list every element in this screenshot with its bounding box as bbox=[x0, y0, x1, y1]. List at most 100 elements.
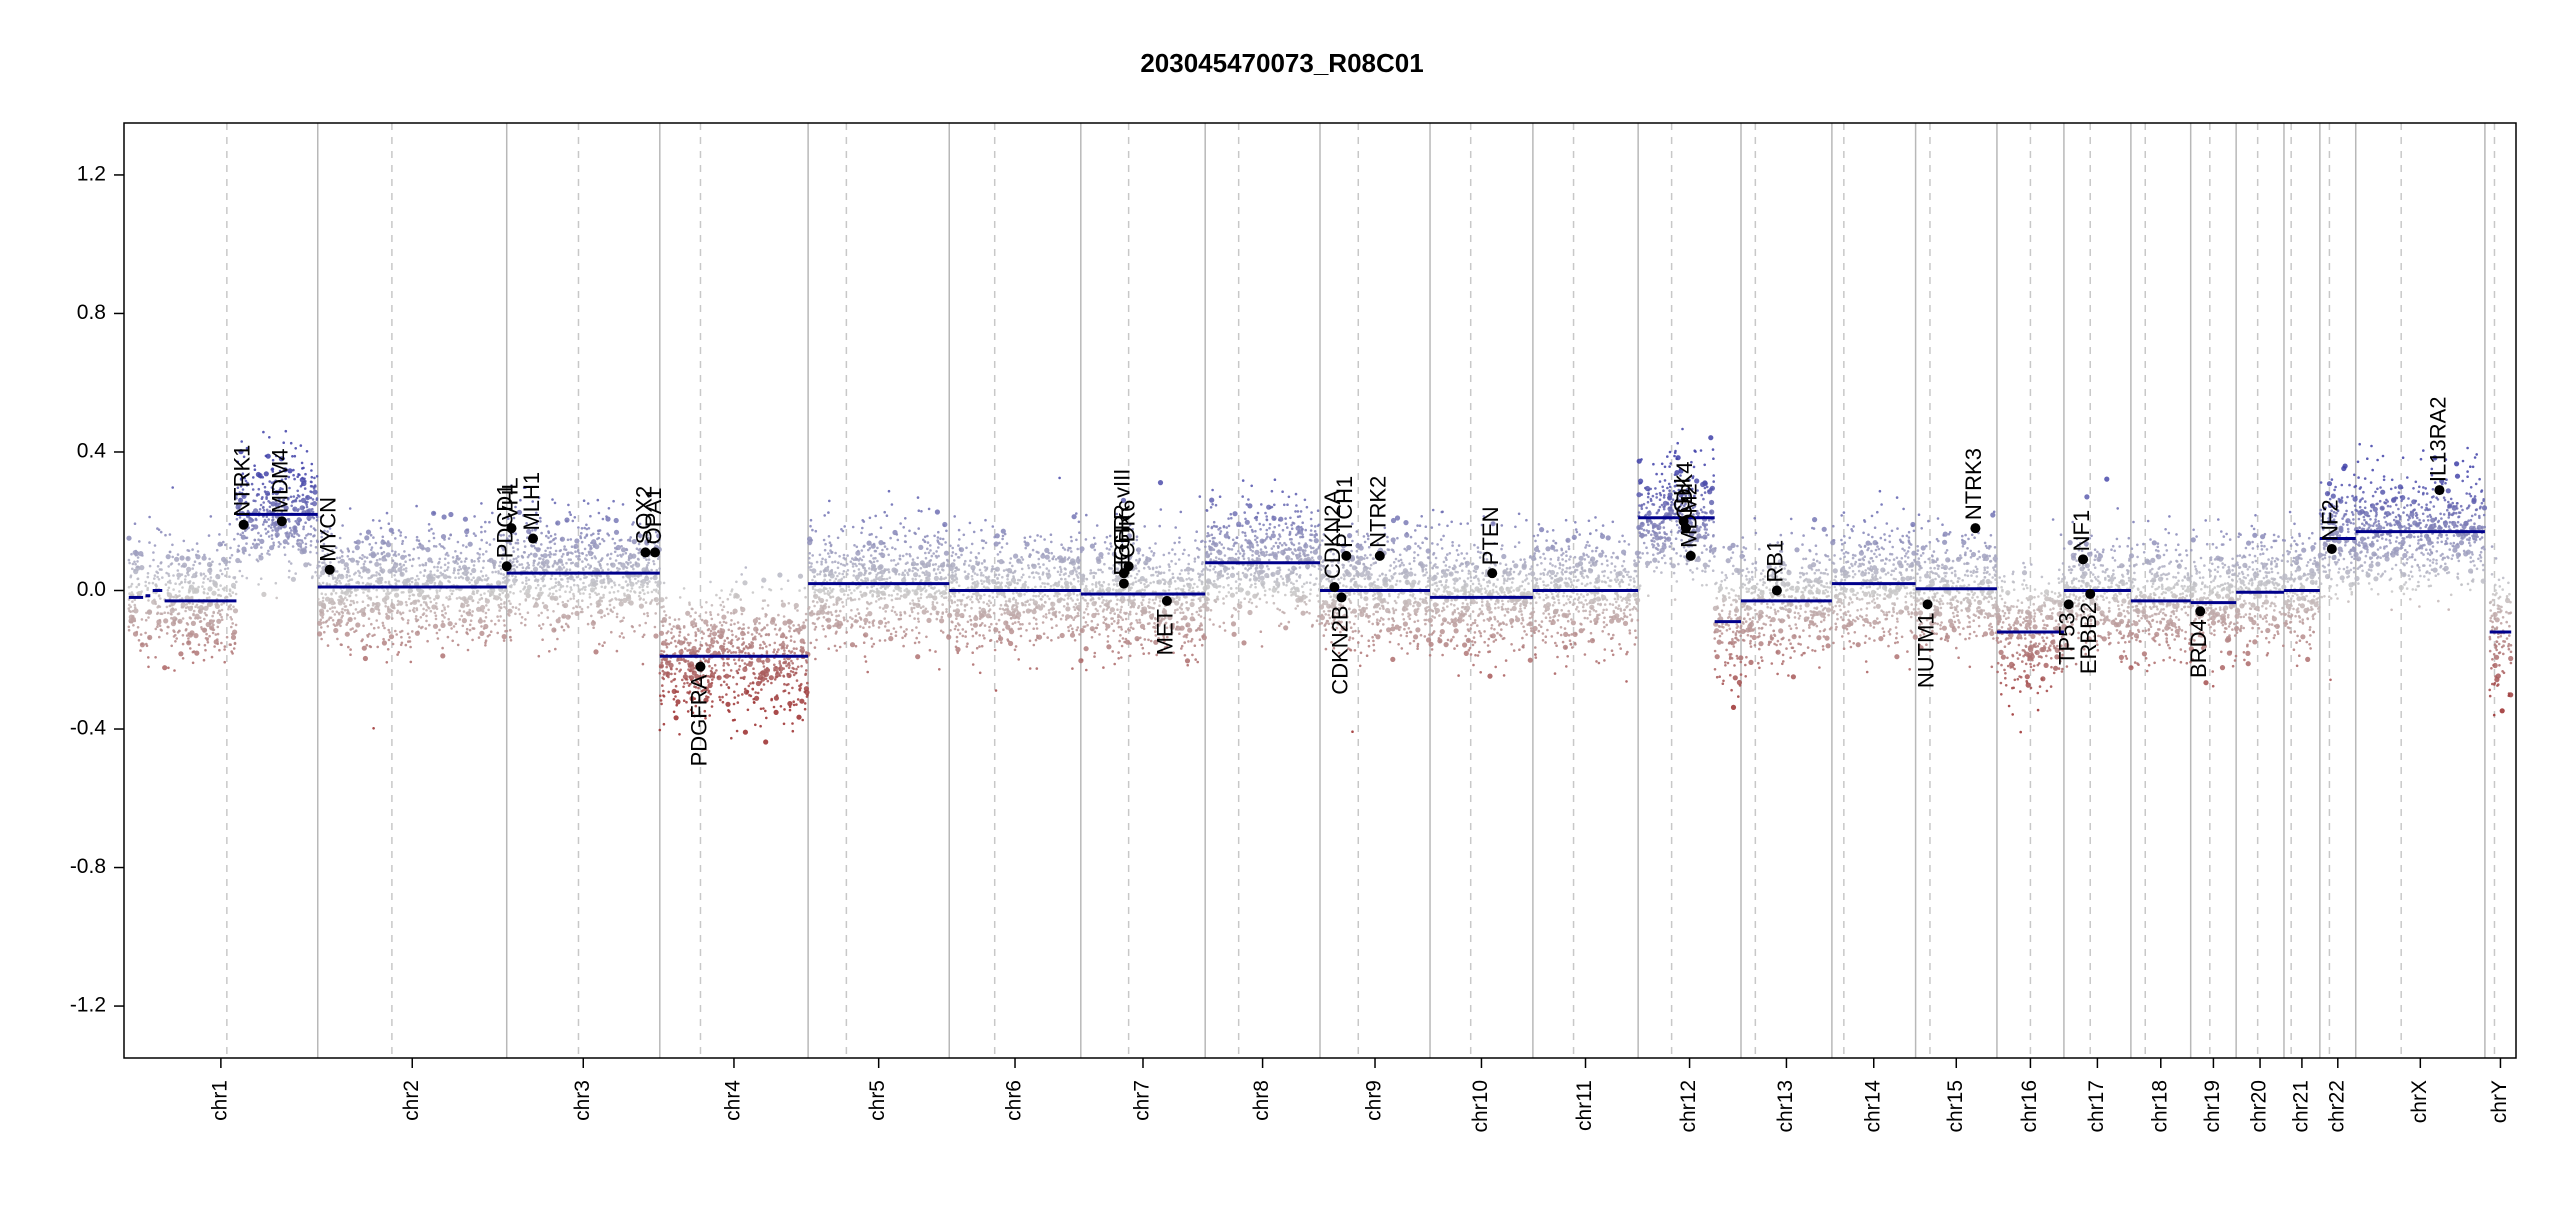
probe-point bbox=[864, 569, 867, 572]
probe-point bbox=[979, 597, 982, 600]
probe-point bbox=[1042, 571, 1045, 574]
probe-point bbox=[177, 577, 180, 580]
probe-point bbox=[189, 647, 192, 650]
probe-point bbox=[828, 535, 831, 538]
probe-point bbox=[436, 566, 439, 569]
probe-point bbox=[622, 636, 625, 639]
probe-point bbox=[524, 618, 527, 621]
probe-point bbox=[675, 699, 680, 704]
probe-point bbox=[441, 610, 444, 613]
probe-point bbox=[627, 575, 630, 578]
probe-point bbox=[761, 578, 766, 583]
probe-point bbox=[479, 631, 484, 636]
probe-point bbox=[582, 592, 585, 595]
probe-point bbox=[653, 575, 658, 580]
probe-point bbox=[328, 602, 331, 605]
probe-point bbox=[413, 607, 416, 610]
probe-point bbox=[170, 608, 175, 613]
probe-point bbox=[615, 559, 618, 562]
probe-point bbox=[398, 553, 401, 556]
probe-point bbox=[583, 527, 586, 530]
probe-point bbox=[796, 715, 801, 720]
probe-point bbox=[939, 618, 944, 623]
probe-point bbox=[711, 604, 714, 607]
probe-point bbox=[610, 563, 613, 566]
probe-point bbox=[278, 541, 281, 544]
probe-point bbox=[709, 581, 712, 584]
probe-point bbox=[441, 534, 446, 539]
probe-point bbox=[839, 585, 842, 588]
probe-point bbox=[1058, 477, 1061, 480]
probe-point bbox=[319, 574, 322, 577]
probe-point bbox=[562, 616, 565, 619]
probe-point bbox=[994, 541, 999, 546]
probe-point bbox=[174, 634, 177, 637]
probe-point bbox=[166, 632, 169, 635]
probe-point bbox=[206, 637, 209, 640]
probe-point bbox=[772, 651, 775, 654]
probe-point bbox=[908, 553, 911, 556]
probe-point bbox=[1062, 614, 1065, 617]
probe-point bbox=[499, 593, 502, 596]
probe-point bbox=[1035, 639, 1038, 642]
probe-point bbox=[763, 642, 766, 645]
probe-point bbox=[981, 582, 984, 585]
probe-point bbox=[991, 579, 994, 582]
probe-point bbox=[599, 543, 602, 546]
probe-point bbox=[996, 640, 999, 643]
probe-point bbox=[261, 553, 264, 556]
probe-point bbox=[956, 636, 959, 639]
probe-point bbox=[1000, 604, 1003, 607]
probe-point bbox=[460, 615, 463, 618]
probe-point bbox=[219, 584, 222, 587]
probe-point bbox=[479, 548, 482, 551]
probe-point bbox=[363, 556, 366, 559]
probe-point bbox=[339, 625, 342, 628]
probe-point bbox=[220, 642, 223, 645]
probe-point bbox=[991, 568, 994, 571]
probe-point bbox=[232, 591, 235, 594]
probe-point bbox=[720, 604, 723, 607]
probe-point bbox=[871, 645, 874, 648]
probe-point bbox=[554, 560, 557, 563]
probe-point bbox=[1042, 621, 1045, 624]
probe-point bbox=[262, 431, 265, 434]
probe-point bbox=[614, 518, 619, 523]
probe-point bbox=[1053, 613, 1056, 616]
probe-point bbox=[878, 540, 883, 545]
probe-point bbox=[995, 533, 1000, 538]
probe-point bbox=[741, 659, 744, 662]
probe-point bbox=[770, 589, 773, 592]
probe-point bbox=[944, 541, 947, 544]
probe-point bbox=[880, 597, 883, 600]
probe-point bbox=[541, 592, 544, 595]
probe-point bbox=[629, 600, 634, 605]
probe-point bbox=[570, 551, 573, 554]
probe-point bbox=[991, 565, 994, 568]
probe-point bbox=[643, 613, 646, 616]
probe-point bbox=[209, 568, 212, 571]
probe-point bbox=[383, 551, 386, 554]
probe-point bbox=[574, 550, 577, 553]
probe-point bbox=[350, 591, 353, 594]
probe-point bbox=[212, 632, 215, 635]
probe-point bbox=[825, 618, 828, 621]
probe-point bbox=[616, 613, 619, 616]
probe-point bbox=[863, 545, 866, 548]
probe-point bbox=[971, 628, 974, 631]
probe-point bbox=[863, 520, 866, 523]
probe-point bbox=[465, 534, 468, 537]
probe-point bbox=[177, 613, 180, 616]
probe-point bbox=[216, 619, 221, 624]
probe-point bbox=[588, 544, 591, 547]
probe-point bbox=[419, 543, 422, 546]
probe-point bbox=[557, 567, 560, 570]
probe-point bbox=[295, 500, 298, 503]
probe-point bbox=[984, 612, 987, 615]
probe-point bbox=[941, 603, 944, 606]
probe-point bbox=[222, 588, 225, 591]
probe-point bbox=[579, 592, 582, 595]
probe-point bbox=[904, 517, 907, 520]
probe-point bbox=[813, 591, 816, 594]
probe-point bbox=[742, 623, 745, 626]
